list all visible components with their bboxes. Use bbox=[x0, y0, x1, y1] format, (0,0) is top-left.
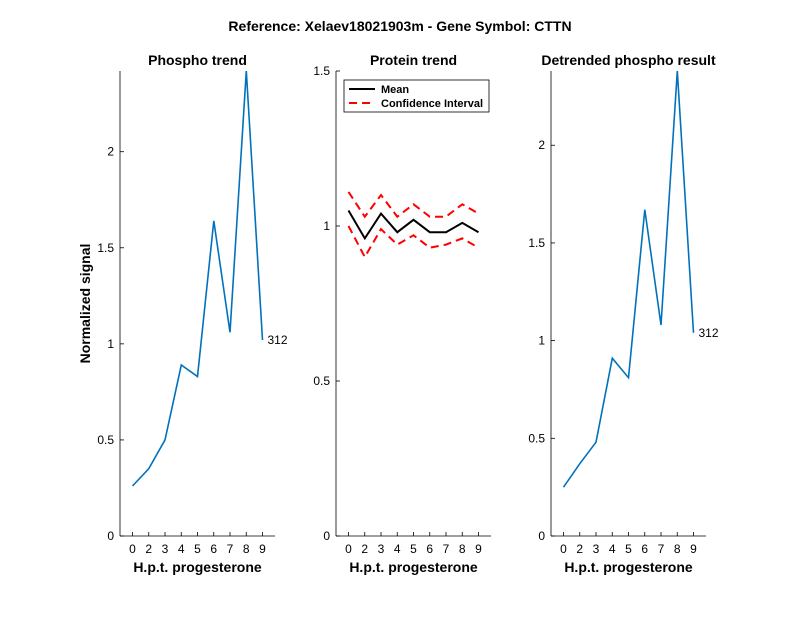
x-axis-label: H.p.t. progesterone bbox=[349, 559, 478, 575]
y-tick-label: 0 bbox=[538, 529, 545, 543]
series-line-mean bbox=[347, 209, 479, 241]
y-tick-label: 1 bbox=[107, 337, 114, 351]
x-tick-label: 3 bbox=[378, 542, 385, 556]
x-tick-label: 8 bbox=[243, 542, 250, 556]
y-tick-label: 1.5 bbox=[528, 236, 545, 250]
series-end-label: 312 bbox=[699, 326, 719, 340]
y-tick-label: 1.5 bbox=[97, 241, 114, 255]
x-tick-label: 0 bbox=[560, 542, 567, 556]
x-axis-label: H.p.t. progesterone bbox=[133, 559, 262, 575]
x-tick-label: 4 bbox=[609, 542, 616, 556]
x-tick-label: 6 bbox=[426, 542, 433, 556]
x-tick-label: 2 bbox=[145, 542, 152, 556]
chart-title: Phospho trend bbox=[148, 52, 247, 68]
legend-box bbox=[343, 79, 490, 113]
y-tick-label: 2 bbox=[107, 145, 114, 159]
x-tick-label: 7 bbox=[658, 542, 665, 556]
x-tick-label: 9 bbox=[475, 542, 482, 556]
figure-suptitle: Reference: Xelaev18021903m - Gene Symbol… bbox=[228, 18, 571, 34]
x-tick-label: 2 bbox=[361, 542, 368, 556]
x-tick-label: 7 bbox=[227, 542, 234, 556]
y-tick-label: 0.5 bbox=[97, 433, 114, 447]
x-tick-label: 9 bbox=[259, 542, 266, 556]
series-line-ci-lower bbox=[347, 225, 479, 260]
legend-entry-label: Confidence Interval bbox=[381, 98, 483, 110]
chart-title: Detrended phospho result bbox=[541, 52, 716, 68]
x-tick-label: 5 bbox=[194, 542, 201, 556]
x-tick-label: 5 bbox=[625, 542, 632, 556]
x-tick-label: 7 bbox=[443, 542, 450, 556]
y-tick-label: 1.5 bbox=[313, 64, 330, 78]
y-tick-label: 0 bbox=[107, 529, 114, 543]
x-axis-label: H.p.t. progesterone bbox=[564, 559, 693, 575]
chart-title: Protein trend bbox=[370, 52, 457, 68]
x-tick-label: 6 bbox=[210, 542, 217, 556]
x-tick-label: 8 bbox=[674, 542, 681, 556]
y-tick-label: 0 bbox=[323, 529, 330, 543]
y-tick-label: 1 bbox=[323, 219, 330, 233]
y-axis-label: Normalized signal bbox=[77, 244, 93, 364]
x-tick-label: 3 bbox=[593, 542, 600, 556]
x-tick-label: 8 bbox=[459, 542, 466, 556]
legend: Mean Confidence Interval bbox=[343, 79, 490, 113]
x-tick-label: 0 bbox=[129, 542, 136, 556]
series-line-312 bbox=[562, 70, 695, 488]
y-tick-label: 0.5 bbox=[528, 431, 545, 445]
series-end-label: 312 bbox=[268, 333, 288, 347]
series-line-confidence-interval bbox=[347, 191, 479, 219]
y-tick-label: 1 bbox=[538, 334, 545, 348]
y-tick-label: 2 bbox=[538, 138, 545, 152]
legend-entry-label: Mean bbox=[381, 84, 409, 96]
y-tick-label: 0.5 bbox=[313, 374, 330, 388]
x-tick-label: 5 bbox=[410, 542, 417, 556]
x-tick-label: 4 bbox=[394, 542, 401, 556]
series-line-312 bbox=[131, 70, 264, 487]
x-tick-label: 0 bbox=[345, 542, 352, 556]
x-tick-label: 2 bbox=[576, 542, 583, 556]
x-tick-label: 6 bbox=[641, 542, 648, 556]
x-tick-label: 3 bbox=[162, 542, 169, 556]
x-tick-label: 9 bbox=[690, 542, 697, 556]
x-tick-label: 4 bbox=[178, 542, 185, 556]
